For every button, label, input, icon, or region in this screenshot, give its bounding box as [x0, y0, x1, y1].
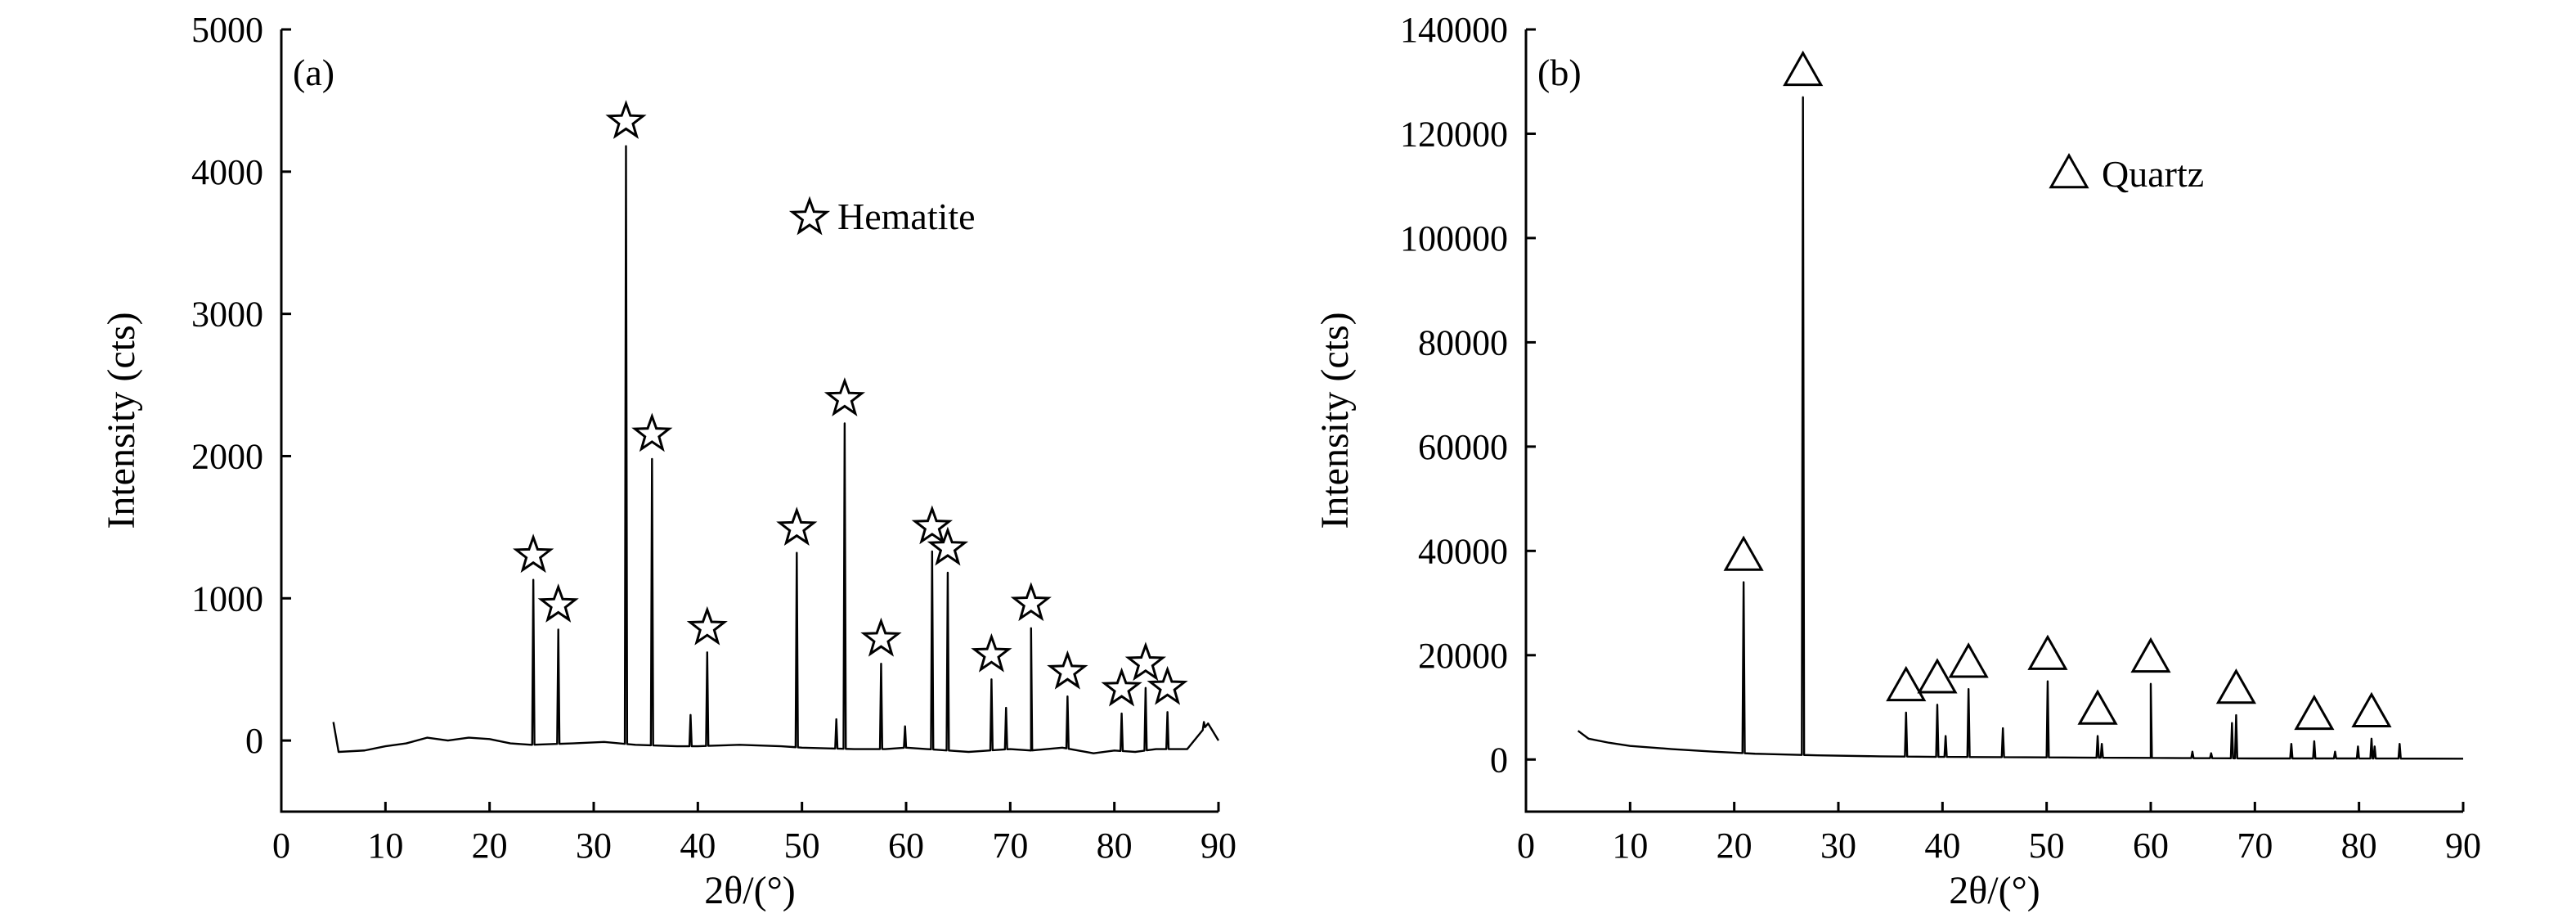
panel-a-y-tick-label: 4000	[191, 152, 263, 192]
panel-a-peak-marker	[911, 505, 954, 545]
panel-a-y-tick-label: 1000	[191, 578, 263, 619]
panel-a-peak-marker	[1124, 641, 1167, 682]
panel-b-quartz-xrd: 0 10 20 30 40 50 60 70 80 90 0 20000 40000 60000 80000…	[1313, 10, 2481, 912]
panel-b-diffraction-pattern	[1577, 96, 2464, 760]
panel-b-y-tick-label: 120000	[1400, 114, 1508, 154]
panel-a-peak-marker	[537, 583, 579, 623]
panel-a-x-tick-label: 0	[272, 826, 290, 866]
panel-b-y-tick-label: 100000	[1400, 218, 1508, 259]
panel-b-y-axis-title: Intensity (cts)	[1313, 312, 1357, 529]
panel-a-x-tick-label: 10	[367, 826, 403, 866]
panel-b-y-tick-label: 140000	[1400, 10, 1508, 50]
panel-a-x-axis-title: 2θ/(°)	[704, 869, 796, 912]
panel-b-peak-marker	[2351, 691, 2392, 727]
panel-b-peak-marker	[2294, 694, 2335, 731]
panel-b-peak-marker	[2027, 634, 2068, 670]
panel-a-y-tick-label: 0	[245, 721, 263, 761]
panel-a-diffraction-pattern	[332, 145, 1220, 754]
panel-a-y-tick-label: 3000	[191, 295, 263, 335]
panel-a-x-tick-label: 60	[888, 826, 924, 866]
panel-b-y-tick-label: 60000	[1418, 427, 1508, 467]
panel-b-peak-marker	[1723, 535, 1764, 571]
panel-a-peak-marker	[1147, 665, 1188, 705]
panel-b-x-tick-label: 80	[2341, 826, 2377, 866]
panel-b-x-tick-label: 30	[1820, 826, 1856, 866]
panel-b-peak-marker	[1886, 665, 1927, 702]
panel-a-x-tick-label: 20	[472, 826, 508, 866]
panel-a-peak-marker	[512, 533, 554, 574]
panel-b-label: (b)	[1537, 52, 1582, 93]
panel-b-x-tick-label: 60	[2133, 826, 2169, 866]
panel-a-label: (a)	[293, 52, 334, 93]
panel-b-y-tick-label: 80000	[1418, 322, 1508, 362]
panel-b-axes	[1524, 29, 2463, 813]
panel-b-legend-marker	[2049, 152, 2089, 189]
panel-a-legend-label: Hematite	[837, 196, 976, 237]
panel-b-y-tick-label: 40000	[1418, 531, 1508, 571]
panel-a-peak-marker	[631, 412, 673, 452]
panel-a-axes	[280, 29, 1218, 813]
panel-a-peak-marker	[605, 100, 647, 139]
panel-b-peak-marker	[2130, 637, 2171, 673]
panel-a-peak-marker	[1047, 650, 1088, 690]
panel-a-y-tick-label: 2000	[191, 436, 263, 476]
panel-a-legend-marker	[788, 196, 831, 236]
panel-a-peak-marker	[824, 377, 866, 416]
panel-b-x-tick-label: 90	[2445, 826, 2481, 866]
panel-a-x-tick-label: 90	[1200, 826, 1236, 866]
panel-b-x-tick-label: 50	[2029, 826, 2065, 866]
panel-b-x-tick-label: 70	[2237, 826, 2273, 866]
panel-b-peak-marker	[1783, 50, 1824, 87]
panel-b-peak-marker	[2077, 689, 2118, 725]
panel-b-y-tick-label: 20000	[1418, 636, 1508, 676]
panel-a-y-axis-title: Intensity (cts)	[100, 312, 143, 529]
panel-a-hematite-xrd: 0 10 20 30 40 50 60 70 80 90 0 1000 2000 3000 4000 5000…	[100, 10, 1236, 912]
panel-b-x-tick-label: 10	[1612, 826, 1648, 866]
panel-b-x-tick-label: 40	[1924, 826, 1960, 866]
panel-a-x-tick-label: 40	[680, 826, 716, 866]
panel-a-peak-marker	[1010, 582, 1052, 622]
panel-a-x-tick-label: 70	[992, 826, 1028, 866]
panel-b-x-tick-label: 0	[1517, 826, 1535, 866]
panel-b-y-tick-label: 0	[1490, 740, 1508, 780]
panel-b-x-axis-title: 2θ/(°)	[1949, 869, 2040, 912]
panel-b-peak-marker	[1917, 658, 1958, 694]
panel-b-peak-marker	[1948, 642, 1989, 678]
panel-b-legend-label: Quartz	[2102, 153, 2204, 195]
panel-a-peak-marker	[860, 617, 902, 657]
panel-a-y-tick-label: 5000	[191, 10, 263, 50]
panel-a-peak-marker	[686, 605, 728, 646]
panel-a-x-tick-label: 30	[576, 826, 612, 866]
panel-a-peak-marker	[927, 526, 969, 566]
panel-b-peak-marker	[2215, 668, 2256, 704]
panel-a-x-tick-label: 80	[1097, 826, 1133, 866]
panel-a-peak-marker	[1101, 667, 1142, 707]
panel-a-peak-marker	[776, 506, 818, 546]
panel-b-x-tick-label: 20	[1717, 826, 1752, 866]
panel-a-peak-marker	[971, 632, 1012, 673]
panel-a-x-tick-label: 50	[784, 826, 820, 866]
